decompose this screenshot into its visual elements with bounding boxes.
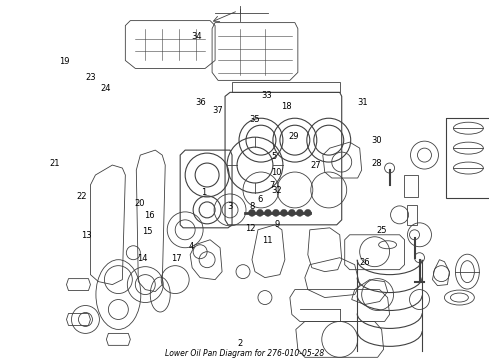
Circle shape bbox=[280, 210, 287, 216]
Circle shape bbox=[248, 210, 255, 216]
Text: 36: 36 bbox=[196, 98, 206, 107]
Text: 30: 30 bbox=[371, 136, 382, 145]
Text: 2: 2 bbox=[238, 339, 243, 348]
Text: 12: 12 bbox=[245, 224, 255, 233]
Circle shape bbox=[296, 210, 303, 216]
Text: 5: 5 bbox=[271, 152, 277, 161]
Text: 13: 13 bbox=[81, 231, 92, 240]
Text: 25: 25 bbox=[376, 226, 387, 235]
Text: 24: 24 bbox=[100, 84, 111, 93]
Text: 11: 11 bbox=[262, 237, 272, 246]
Text: 32: 32 bbox=[271, 186, 282, 195]
Text: 28: 28 bbox=[371, 159, 382, 168]
Text: 10: 10 bbox=[271, 168, 282, 177]
Text: 26: 26 bbox=[359, 258, 370, 267]
Text: 35: 35 bbox=[249, 114, 260, 123]
Text: 9: 9 bbox=[274, 220, 279, 229]
Text: 22: 22 bbox=[76, 192, 87, 201]
Text: 17: 17 bbox=[172, 255, 182, 264]
Text: 29: 29 bbox=[289, 132, 299, 141]
Text: 34: 34 bbox=[191, 32, 201, 41]
Text: 15: 15 bbox=[142, 228, 152, 237]
Text: 21: 21 bbox=[49, 159, 60, 168]
Text: 19: 19 bbox=[59, 57, 70, 66]
Bar bbox=[407, 205, 416, 225]
Text: 20: 20 bbox=[135, 199, 145, 208]
Text: 16: 16 bbox=[145, 211, 155, 220]
Text: 7: 7 bbox=[269, 181, 274, 190]
Text: 37: 37 bbox=[213, 105, 223, 114]
Text: 27: 27 bbox=[311, 161, 321, 170]
Text: Lower Oil Pan Diagram for 276-010-05-28: Lower Oil Pan Diagram for 276-010-05-28 bbox=[166, 349, 325, 358]
Text: 23: 23 bbox=[86, 73, 97, 82]
Text: 14: 14 bbox=[137, 255, 147, 264]
Text: 8: 8 bbox=[249, 202, 255, 211]
Circle shape bbox=[256, 210, 264, 216]
Text: 1: 1 bbox=[201, 188, 206, 197]
Text: 6: 6 bbox=[257, 195, 262, 204]
Circle shape bbox=[304, 210, 311, 216]
Text: 33: 33 bbox=[262, 91, 272, 100]
Text: 31: 31 bbox=[357, 98, 368, 107]
Bar bbox=[446, 118, 490, 198]
Bar bbox=[404, 175, 417, 197]
Text: 18: 18 bbox=[281, 102, 292, 111]
Text: 4: 4 bbox=[189, 242, 194, 251]
Circle shape bbox=[265, 210, 271, 216]
Circle shape bbox=[272, 210, 279, 216]
Text: 3: 3 bbox=[228, 202, 233, 211]
Circle shape bbox=[289, 210, 295, 216]
